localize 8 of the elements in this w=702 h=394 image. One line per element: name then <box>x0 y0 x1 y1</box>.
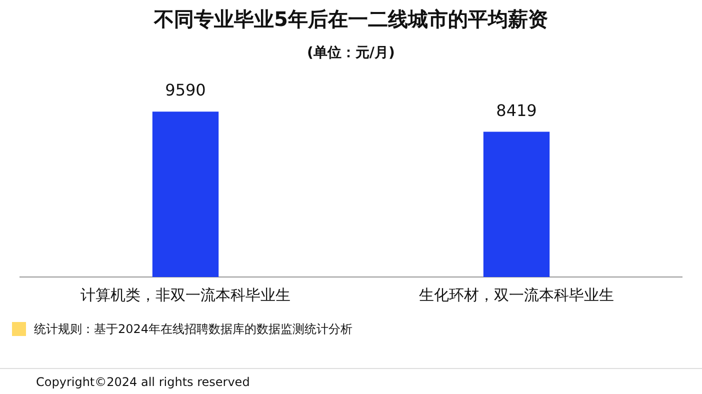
chart-title: 不同专业毕业5年后在一二线城市的平均薪资 <box>152 6 549 33</box>
x-tick-label: 计算机类，非双一流本科毕业生 <box>80 286 290 304</box>
text: Copyright©2024 all rights reserved <box>36 375 250 389</box>
chart-subtitle: (单位：元/月) <box>306 44 396 62</box>
data-label: 9590 <box>165 80 206 100</box>
data-label: 8419 <box>496 100 537 120</box>
x-tick-label: 生化环材，双一流本科毕业生 <box>419 286 614 304</box>
text: 统计规则：基于2024年在线招聘数据库的数据监测统计分析 <box>34 321 353 338</box>
